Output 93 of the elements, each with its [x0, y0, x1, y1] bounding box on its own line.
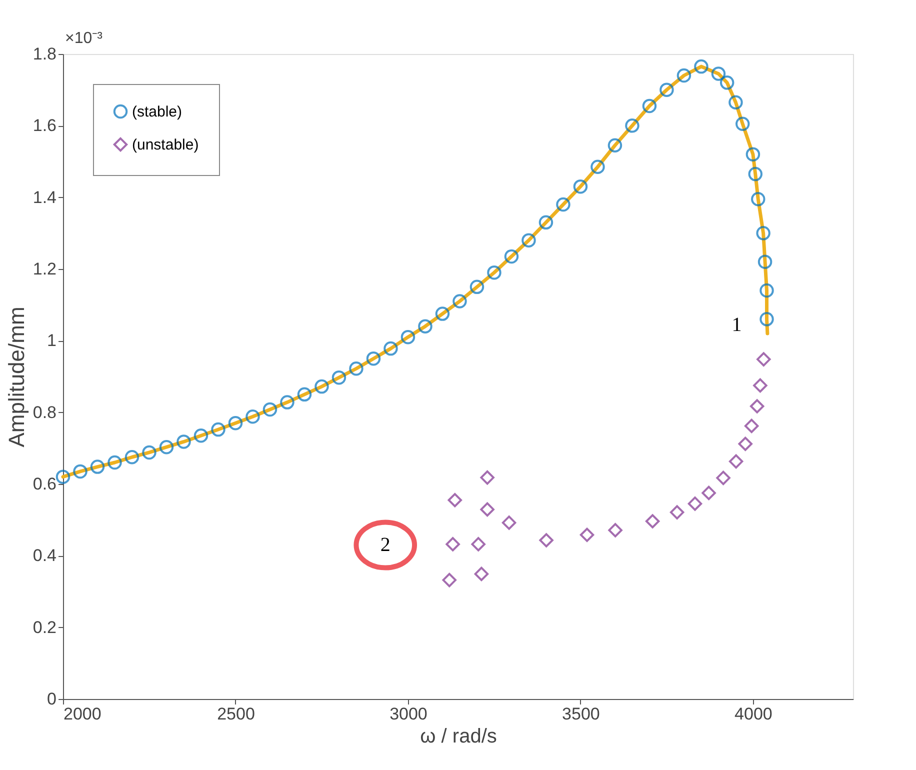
point [366, 351, 381, 366]
point [751, 192, 766, 206]
point [228, 416, 243, 430]
point [608, 523, 622, 538]
point [448, 493, 462, 508]
x-tick-label: 3500 [562, 704, 600, 724]
point [702, 486, 716, 500]
point [502, 516, 516, 530]
point [756, 352, 771, 366]
legend-label: (stable) [132, 104, 182, 120]
y-axis-title: Amplitude/mm [4, 306, 29, 448]
point [758, 254, 772, 269]
point [474, 566, 489, 582]
point [384, 341, 398, 356]
point [194, 428, 208, 443]
point [711, 66, 726, 81]
point [744, 418, 759, 434]
point [470, 280, 484, 294]
y-tick-label: 0 [47, 690, 56, 708]
point [504, 249, 519, 264]
point [738, 436, 752, 451]
point [522, 233, 536, 248]
y-tick-label: 1.8 [32, 44, 56, 64]
point [452, 294, 467, 308]
point [400, 330, 416, 344]
point [246, 410, 260, 424]
point [418, 319, 432, 334]
point [590, 160, 605, 174]
annotation: 2 [380, 534, 390, 556]
point [750, 399, 764, 414]
point [716, 470, 730, 486]
point [435, 306, 450, 321]
point [487, 265, 502, 280]
point [676, 68, 692, 83]
point [728, 454, 744, 469]
y-tick-label: 0.8 [32, 402, 56, 422]
point [176, 434, 191, 449]
point [90, 460, 105, 474]
text: ×10⁻³ [65, 30, 104, 47]
point [314, 379, 329, 394]
point [760, 312, 774, 326]
point [580, 528, 594, 542]
point [73, 464, 88, 479]
point [625, 118, 640, 133]
point [720, 76, 734, 90]
point [159, 440, 174, 454]
point [446, 537, 460, 552]
point [573, 179, 588, 194]
point [556, 197, 570, 212]
point [332, 370, 346, 385]
point [746, 147, 760, 162]
point [480, 470, 494, 485]
y-tick-label: 1.4 [32, 188, 56, 207]
point [645, 514, 660, 528]
point [760, 283, 774, 298]
point [442, 572, 456, 588]
point [124, 450, 140, 464]
point [297, 387, 312, 402]
point [280, 395, 294, 410]
x-axis-title: ω / rad/s [420, 726, 497, 748]
point [480, 502, 494, 517]
x-tick-label: 2500 [217, 704, 255, 724]
x-tick-label: 3000 [390, 704, 428, 724]
point [756, 226, 770, 240]
x-tick-label: 4000 [734, 704, 772, 724]
annotation: 1 [732, 314, 742, 336]
point [753, 378, 768, 393]
point [748, 166, 762, 182]
point [471, 537, 486, 552]
point [735, 116, 750, 131]
point [211, 422, 226, 437]
y-tick-label: 0.2 [32, 618, 56, 637]
point [262, 402, 278, 417]
y-tick-label: 1 [47, 331, 56, 350]
point [349, 362, 364, 376]
y-tick-label: 1.6 [32, 116, 56, 136]
point [56, 470, 70, 484]
point [670, 505, 684, 520]
point [728, 95, 743, 110]
point [539, 533, 554, 548]
y-tick-label: 1.2 [32, 260, 56, 278]
point [642, 98, 657, 114]
y-tick-label: 0.6 [32, 474, 56, 494]
point [108, 455, 122, 470]
point [538, 215, 554, 230]
legend-label: (unstable) [132, 136, 199, 154]
point [608, 138, 622, 152]
point [660, 82, 674, 97]
point [688, 496, 702, 511]
y-tick-label: 0.4 [32, 546, 56, 566]
point [142, 445, 156, 460]
point [694, 59, 708, 74]
x-tick-label: 2000 [64, 704, 102, 724]
